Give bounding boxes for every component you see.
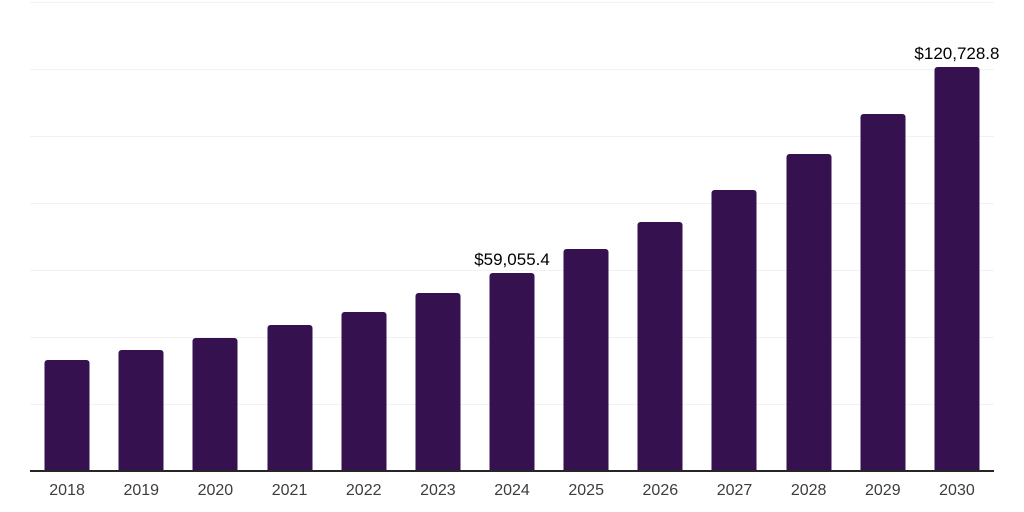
x-tick-label-2018: 2018	[49, 482, 85, 499]
bar-slot-2018	[30, 2, 104, 471]
bar-slot-2024: $59,055.4	[474, 2, 550, 471]
bar-2018	[44, 360, 90, 471]
bar-slot-2022	[327, 2, 401, 471]
x-tick-label-2023: 2023	[420, 482, 456, 499]
bar-value-label-2024: $59,055.4	[474, 250, 550, 270]
bar-2028	[786, 154, 832, 471]
bar-slot-2028	[772, 2, 846, 471]
x-tick-label-2029: 2029	[865, 482, 901, 499]
x-tick-label-2030: 2030	[939, 482, 975, 499]
gridline	[30, 270, 994, 271]
x-tick-label-2019: 2019	[123, 482, 160, 499]
bar-2023	[415, 292, 461, 471]
gridline	[30, 2, 994, 3]
bar-slot-2021	[252, 2, 326, 471]
x-tick-label-2022: 2022	[345, 482, 382, 499]
plot-area: $59,055.4 $120,728.8	[30, 2, 1000, 471]
bar-2026	[637, 222, 683, 471]
bar-slot-2029	[846, 2, 920, 471]
bar-2030	[934, 66, 980, 471]
bar-2029	[860, 114, 906, 471]
x-tick-label-2027: 2027	[716, 482, 753, 499]
bar-2024	[489, 273, 535, 471]
gridline	[30, 136, 994, 137]
bar-2025	[563, 248, 609, 471]
bar-slot-2026	[623, 2, 697, 471]
x-axis-line	[30, 470, 994, 472]
gridline	[30, 69, 994, 70]
bar-series: $59,055.4 $120,728.8	[30, 2, 1000, 471]
bar-slot-2027	[697, 2, 771, 471]
x-tick-label-2026: 2026	[642, 482, 679, 499]
x-tick-label-2028: 2028	[790, 482, 827, 499]
bar-2022	[341, 311, 387, 471]
x-tick-label-2021: 2021	[271, 482, 308, 499]
x-tick-label-2024: 2024	[494, 482, 530, 499]
bar-2019	[118, 350, 164, 471]
x-axis-tick-labels: 2018 2019 2020 2021 2022 2023 2024 2025 2026 2027…	[30, 481, 994, 501]
bar-slot-2025	[549, 2, 623, 471]
bar-2020	[192, 338, 238, 471]
bar-slot-2023	[401, 2, 475, 471]
bar-2021	[267, 325, 313, 471]
x-tick-label-2025: 2025	[568, 482, 604, 499]
bar-value-label-2030: $120,728.8	[914, 43, 1000, 63]
bar-slot-2020	[178, 2, 252, 471]
bar-2027	[711, 189, 757, 471]
x-tick-label-2020: 2020	[197, 482, 234, 499]
bar-slot-2019	[104, 2, 178, 471]
bar-slot-2030: $120,728.8	[914, 2, 1000, 471]
gridline	[30, 203, 994, 204]
